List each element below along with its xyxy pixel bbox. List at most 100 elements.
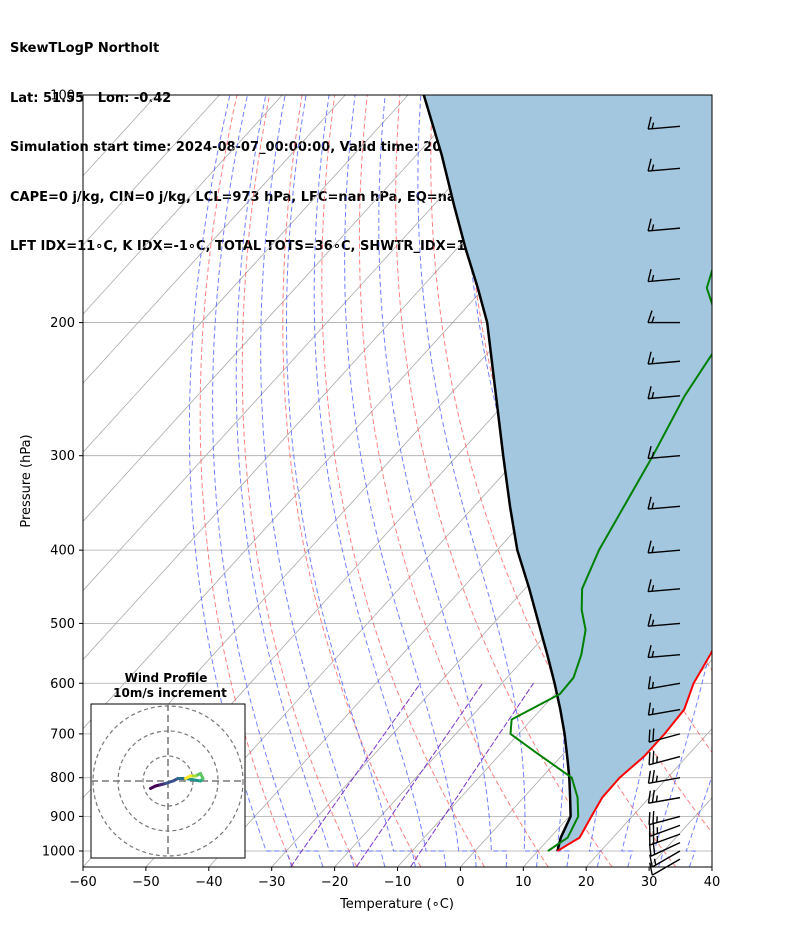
moist-adiabat-line bbox=[260, 95, 386, 867]
wind-barb bbox=[647, 446, 681, 460]
barb-staff bbox=[649, 833, 681, 846]
x-tick-label: −50 bbox=[132, 875, 159, 890]
barb-half-flag bbox=[655, 795, 658, 802]
barb-half-flag bbox=[651, 274, 655, 282]
wind-profile-inset: Wind Profile 10m/s increment bbox=[90, 671, 246, 859]
barb-half-flag bbox=[651, 619, 655, 627]
mixing-ratio-line bbox=[290, 683, 421, 867]
barb-half-flag bbox=[651, 708, 655, 715]
barb-staff bbox=[648, 395, 681, 400]
isotherm-line bbox=[83, 95, 346, 384]
barb-half-flag bbox=[651, 650, 655, 658]
y-tick-label: 700 bbox=[50, 727, 75, 742]
barb-half-flag bbox=[651, 357, 655, 364]
inset-title: Wind Profile bbox=[125, 671, 208, 685]
x-tick-label: −20 bbox=[321, 875, 348, 890]
temperature-profile-line bbox=[556, 649, 712, 852]
barb-staff bbox=[648, 505, 681, 510]
barb-flag bbox=[647, 218, 652, 232]
cin-cape-shading bbox=[423, 95, 712, 851]
moist-adiabat-line bbox=[344, 95, 477, 867]
wind-barb bbox=[647, 269, 681, 283]
barb-flag bbox=[647, 676, 652, 689]
x-tick-label: 40 bbox=[704, 875, 721, 890]
barb-staff bbox=[648, 360, 681, 365]
barb-staff bbox=[651, 850, 681, 868]
isotherm-line bbox=[83, 95, 283, 315]
isotherm-line bbox=[83, 95, 535, 592]
barb-flag bbox=[647, 645, 652, 658]
barb-flag bbox=[649, 862, 653, 876]
barb-half-flag bbox=[651, 224, 655, 231]
barb-flag bbox=[648, 843, 652, 857]
barb-staff bbox=[649, 824, 681, 837]
barb-staff bbox=[648, 278, 681, 283]
wind-barb bbox=[648, 751, 681, 766]
wind-barb bbox=[647, 676, 681, 690]
moist-adiabat-line bbox=[653, 95, 712, 867]
barb-flag bbox=[647, 351, 652, 365]
barb-staff bbox=[648, 622, 681, 627]
barb-staff bbox=[650, 842, 681, 857]
y-tick-label: 900 bbox=[50, 810, 75, 825]
isotherm-line bbox=[775, 95, 794, 867]
y-tick-label: 200 bbox=[50, 316, 75, 331]
wind-barb bbox=[647, 116, 681, 130]
dry-adiabat-line bbox=[787, 78, 794, 867]
isotherm-line bbox=[83, 95, 220, 246]
wind-barb bbox=[647, 645, 681, 659]
barb-flag bbox=[648, 752, 651, 765]
barb-half-flag bbox=[651, 164, 655, 171]
barb-staff bbox=[648, 454, 681, 460]
dewpoint-profile-line bbox=[509, 268, 712, 852]
wind-barb bbox=[647, 386, 681, 400]
y-tick-label: 1000 bbox=[42, 844, 75, 859]
moist-adiabat-line bbox=[313, 95, 447, 867]
barb-flag bbox=[647, 116, 652, 130]
y-tick-label: 300 bbox=[50, 449, 75, 464]
moist-adiabat-line bbox=[378, 95, 507, 867]
barb-staff bbox=[648, 755, 681, 766]
barb-flag bbox=[647, 613, 652, 627]
inset-subtitle: 10m/s increment bbox=[113, 686, 227, 700]
isotherm-line bbox=[145, 244, 712, 867]
barb-staff bbox=[648, 227, 681, 232]
barb-flag bbox=[651, 769, 655, 783]
barb-flag bbox=[647, 579, 652, 592]
barb-staff bbox=[648, 682, 681, 690]
title-line-location: Lat: 51.55 Lon: -0.42 bbox=[10, 90, 172, 106]
x-tick-label: −30 bbox=[258, 875, 285, 890]
barb-flag bbox=[652, 810, 655, 824]
dry-adiabat-line bbox=[722, 78, 794, 867]
barb-half-flag bbox=[653, 858, 657, 866]
hodograph-segment bbox=[184, 774, 192, 780]
y-tick-label: 500 bbox=[50, 617, 75, 632]
wind-barb bbox=[647, 496, 681, 510]
barb-half-flag bbox=[651, 316, 655, 323]
moist-adiabat-line bbox=[286, 95, 416, 867]
barb-half-flag bbox=[651, 122, 655, 129]
isotherm-line bbox=[83, 95, 472, 522]
barb-staff bbox=[648, 815, 681, 826]
x-axis-label: Temperature (∘C) bbox=[339, 897, 454, 912]
wind-barb bbox=[647, 158, 681, 172]
barb-staff bbox=[648, 167, 681, 172]
y-axis-label: Pressure (hPa) bbox=[19, 434, 34, 527]
title-line-station: SkewTLogP Northolt bbox=[10, 41, 160, 56]
barb-flag bbox=[647, 386, 652, 399]
axes: −60 −50 −40 −30 −20 −10 0 10 20 30 40 100 200 300 400 5… bbox=[42, 89, 720, 891]
barb-staff bbox=[648, 708, 681, 716]
x-tick-label: 0 bbox=[456, 875, 464, 890]
barb-half-flag bbox=[651, 546, 655, 553]
y-tick-label: 600 bbox=[50, 677, 75, 692]
dry-adiabat-line bbox=[358, 95, 549, 867]
barb-flag bbox=[647, 496, 652, 510]
barb-flag bbox=[647, 790, 652, 804]
barb-flag bbox=[647, 446, 652, 459]
barb-half-flag bbox=[651, 391, 655, 399]
x-tick-label: 20 bbox=[578, 875, 595, 890]
isotherm-line bbox=[585, 728, 712, 867]
sounding-profiles bbox=[422, 95, 712, 852]
moist-adiabat-line bbox=[718, 88, 794, 867]
